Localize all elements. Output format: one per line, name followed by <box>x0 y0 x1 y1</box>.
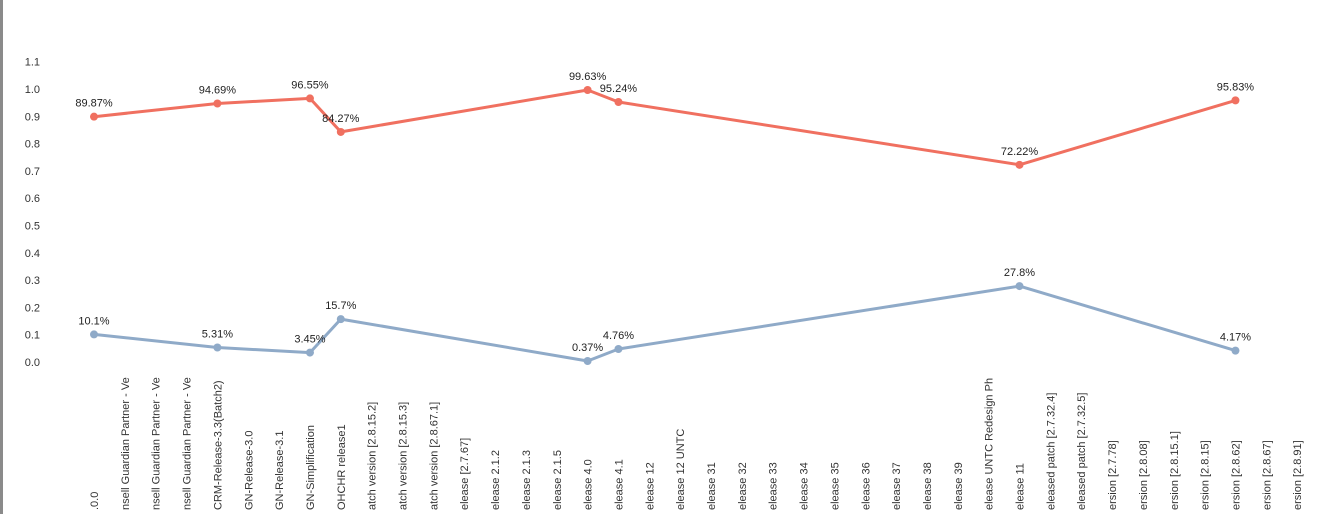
data-point <box>336 127 345 136</box>
x-tick-label: elease 34 <box>799 462 811 510</box>
y-tick-label: 0.7 <box>25 166 40 178</box>
x-tick-label: GN-Release-3.1 <box>274 431 286 510</box>
x-tick-label: OHCHR release1 <box>336 424 348 510</box>
y-axis: 0.0 0.1 0.2 0.3 0.4 0.5 0.6 0.7 0.8 0.9 1.0 1.1 <box>25 57 40 369</box>
x-axis: .0.0 nsell Guardian Partner - Ve nsell Gua… <box>89 377 1304 510</box>
x-tick-label: ersion [2.8.15] <box>1200 440 1212 510</box>
x-tick-label: elease 32 <box>737 462 749 510</box>
data-label: 89.87% <box>75 98 113 110</box>
y-tick-label: 0.2 <box>25 302 40 314</box>
data-label-layer: 89.87% 94.69% 96.55% 84.27% 99.63%95.24% 72.2… <box>75 71 1254 354</box>
x-tick-label: elease 2.1.3 <box>521 450 533 510</box>
data-point <box>583 86 592 95</box>
data-point <box>336 315 345 324</box>
data-point <box>1231 96 1240 105</box>
data-label: 0.37% <box>572 342 603 354</box>
x-tick-label: eleased patch [2.7.32.5] <box>1076 393 1088 510</box>
data-label: 4.17% <box>1220 332 1251 344</box>
data-label: 95.24% <box>600 83 638 95</box>
x-tick-label: elease 12 <box>644 462 656 510</box>
x-tick-label: elease UNTC Redesign Ph <box>984 378 996 510</box>
data-point <box>614 97 623 106</box>
x-tick-label: elease 2.1.5 <box>552 450 564 510</box>
data-label: 10.1% <box>78 315 109 327</box>
x-tick-label: nsell Guardian Partner - Ve <box>182 377 194 510</box>
data-label: 72.22% <box>1001 146 1039 158</box>
y-tick-label: 0.8 <box>25 139 40 151</box>
data-point <box>213 99 222 108</box>
series-layer <box>90 86 1240 365</box>
x-tick-label: CRM-Release-3.3(Batch2) <box>212 380 224 510</box>
x-tick-label: elease 11 <box>1015 463 1027 510</box>
x-tick-label: GN-Simplification <box>305 425 317 510</box>
x-tick-label: elease 2.1.2 <box>490 450 502 510</box>
x-tick-label: elease 35 <box>829 462 841 510</box>
x-tick-label: elease 38 <box>922 462 934 510</box>
x-tick-label: ersion [2.8.15.1] <box>1169 431 1181 510</box>
x-tick-label: elease 36 <box>860 462 872 510</box>
x-tick-label: elease 4.1 <box>613 459 625 510</box>
x-tick-label: ersion [2.8.67] <box>1261 440 1273 510</box>
x-tick-label: elease 31 <box>706 462 718 510</box>
y-tick-label: 0.5 <box>25 221 40 233</box>
x-tick-label: GN-Release-3.0 <box>243 431 255 510</box>
data-point <box>583 356 592 365</box>
x-tick-label: atch version [2.8.67.1] <box>428 402 440 510</box>
x-tick-label: ersion [2.8.91] <box>1292 440 1304 510</box>
data-label: 95.83% <box>1217 81 1255 93</box>
x-tick-label: ersion [2.8.62] <box>1230 440 1242 510</box>
x-tick-label: nsell Guardian Partner - Ve <box>151 377 163 510</box>
chart-canvas: 0.0 0.1 0.2 0.3 0.4 0.5 0.6 0.7 0.8 0.9 1.0 1.1 .0.… <box>25 57 1304 510</box>
x-tick-label: atch version [2.8.15.3] <box>398 402 410 510</box>
x-tick-label: elease 39 <box>953 462 965 510</box>
data-label: 3.45% <box>294 334 325 346</box>
data-point <box>1231 346 1240 355</box>
data-label: 15.7% <box>325 300 356 312</box>
series-line <box>93 88 1236 167</box>
data-label: 96.55% <box>291 79 329 91</box>
x-tick-label: elease [2.7.67] <box>459 438 471 510</box>
data-label: 5.31% <box>202 329 233 341</box>
x-tick-label: nsell Guardian Partner - Ve <box>120 377 132 510</box>
x-tick-label: elease 37 <box>891 462 903 510</box>
series-line <box>93 284 1236 363</box>
y-tick-label: 1.0 <box>25 84 40 96</box>
data-label: 4.76% <box>603 330 634 342</box>
x-tick-label: elease 12 UNTC <box>675 429 687 510</box>
y-tick-label: 0.1 <box>25 330 40 342</box>
data-point <box>213 343 222 352</box>
x-tick-label: elease 33 <box>768 462 780 510</box>
data-point <box>90 112 98 121</box>
x-tick-label: ersion [2.7.78] <box>1107 440 1119 510</box>
data-point <box>305 94 314 103</box>
y-tick-label: 1.1 <box>25 57 40 69</box>
x-tick-label: elease 4.0 <box>583 459 595 510</box>
data-point <box>90 330 98 339</box>
data-label: 27.8% <box>1004 267 1035 279</box>
y-tick-label: 0.3 <box>25 275 40 287</box>
y-tick-label: 0.9 <box>25 111 40 123</box>
data-point <box>614 345 623 354</box>
data-point <box>1015 160 1024 169</box>
y-tick-label: 0.4 <box>25 248 40 260</box>
data-label: 84.27% <box>322 113 360 125</box>
x-tick-label: eleased patch [2.7.32.4] <box>1045 393 1057 510</box>
data-label: 99.63% <box>569 71 607 83</box>
data-label: 94.69% <box>199 84 237 96</box>
data-point <box>1015 282 1024 291</box>
x-tick-label: ersion [2.8.08] <box>1138 440 1150 510</box>
data-point <box>305 348 314 357</box>
y-tick-label: 0.6 <box>25 193 40 205</box>
x-tick-label: .0.0 <box>89 492 101 510</box>
x-tick-label: atch version [2.8.15.2] <box>367 402 379 510</box>
y-tick-label: 0.0 <box>25 357 40 369</box>
